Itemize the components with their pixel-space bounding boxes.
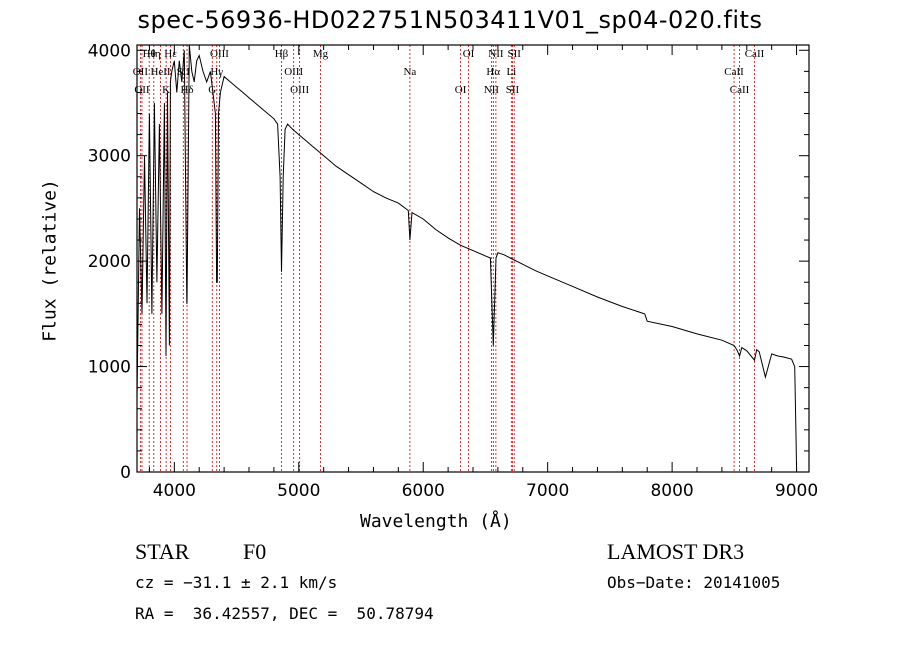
object-class: STAR (135, 539, 190, 564)
x-tick-label: 6000 (402, 481, 445, 501)
y-tick-label: 4000 (88, 41, 131, 61)
line-label: SII (507, 48, 521, 60)
line-label: OIII (210, 48, 229, 60)
line-label: OII (134, 84, 150, 96)
line-label: OIII (290, 84, 309, 96)
line-label: Hγ (210, 66, 223, 78)
line-label: NII (488, 48, 504, 60)
y-tick-label: 2000 (88, 252, 131, 272)
line-label: K (162, 84, 170, 96)
chart-title: spec-56936-HD022751N503411V01_sp04-020.f… (137, 6, 763, 34)
y-tick-label: 3000 (88, 147, 131, 167)
line-label: Hβ (275, 48, 289, 60)
line-label: OI (463, 48, 475, 60)
x-tick-label: 7000 (526, 481, 569, 501)
line-label: Na (403, 66, 416, 78)
redshift-text: cz = −31.1 ± 2.1 km/s (135, 573, 338, 592)
plot-frame (136, 44, 810, 473)
line-label: G (208, 84, 216, 96)
line-label: CaII (730, 84, 750, 96)
y-axis-label: Flux (relative) (39, 179, 61, 342)
x-tick-label: 8000 (650, 481, 693, 501)
x-tick-label: 9000 (775, 481, 818, 501)
line-label: CaII (745, 48, 765, 60)
line-label: OIII (284, 66, 303, 78)
line-labels: HθOIIOIIHηHeIIKHεSIIHδOIIIHγGHβOIIIOIIIM… (133, 48, 765, 96)
subclass: F0 (243, 539, 267, 564)
x-axis: 4000 5000 6000 7000 8000 9000 (148, 45, 818, 501)
y-tick-label: 1000 (88, 358, 131, 378)
x-tick-label: 4000 (153, 481, 196, 501)
y-axis: 0 1000 2000 3000 4000 (88, 41, 809, 483)
line-label: SII (506, 84, 520, 96)
x-axis-label: Wavelength (Å) (360, 511, 512, 532)
line-label: OII (133, 66, 149, 78)
y-tick-label: 0 (120, 463, 131, 483)
obs-date: Obs−Date: 20141005 (607, 573, 781, 592)
line-label: Hθ (143, 48, 156, 60)
line-label: NII (484, 84, 500, 96)
line-label: Mg (313, 48, 329, 60)
coordinates: RA = 36.42557, DEC = 50.78794 (135, 604, 434, 623)
line-label: Li (506, 66, 516, 78)
line-label: CaII (724, 66, 744, 78)
line-label: SII (177, 66, 191, 78)
line-label: Hε (164, 48, 177, 60)
line-markers (139, 45, 755, 472)
line-label: OI (455, 84, 467, 96)
spectrum-line (136, 44, 798, 473)
x-tick-label: 5000 (277, 481, 320, 501)
survey-name: LAMOST DR3 (607, 539, 745, 564)
line-label: Hδ (180, 84, 193, 96)
line-label: Hη (147, 48, 161, 60)
line-label: HeII (150, 66, 170, 78)
line-label: Hα (486, 66, 500, 78)
